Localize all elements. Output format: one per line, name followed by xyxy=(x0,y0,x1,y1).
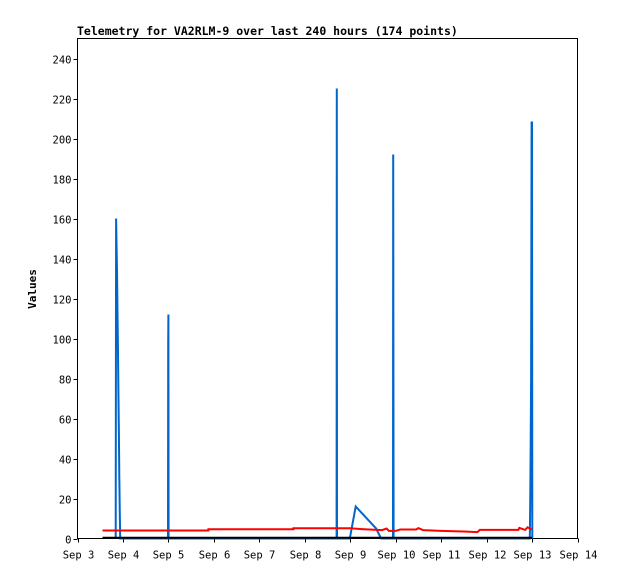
y-tick-label: 80 xyxy=(59,375,72,387)
x-tick-label: Sep 12 xyxy=(469,550,507,562)
y-tick-label: 0 xyxy=(65,535,71,547)
series-line-1 xyxy=(114,88,534,540)
x-tick-label: Sep 11 xyxy=(423,550,461,562)
plot-frame xyxy=(77,38,578,539)
x-tick-label: Sep 9 xyxy=(335,550,367,562)
chart-title: Telemetry for VA2RLM-9 over last 240 hou… xyxy=(77,24,458,38)
y-tick-label: 100 xyxy=(53,335,72,347)
x-tick-label: Sep 4 xyxy=(108,550,140,562)
y-tick-label: 220 xyxy=(53,95,72,107)
y-tick-label: 240 xyxy=(53,55,72,67)
y-tick-label: 40 xyxy=(59,455,72,467)
y-axis-label: Values xyxy=(26,269,39,309)
y-tick-label: 20 xyxy=(59,495,72,507)
x-tick-label: Sep 8 xyxy=(290,550,322,562)
x-tick-label: Sep 5 xyxy=(153,550,185,562)
x-tick-label: Sep 13 xyxy=(514,550,552,562)
x-axis: Sep 3 Sep 4 Sep 5 Sep 6 Sep 7 Sep 8 Sep 9 Sep 1… xyxy=(63,538,598,562)
y-tick-label: 180 xyxy=(53,175,72,187)
series-group xyxy=(102,88,534,540)
y-axis: 0 20 40 60 80 100 120 140 160 180 200 220 240 xyxy=(53,55,78,547)
y-tick-label: 160 xyxy=(53,215,72,227)
y-tick-label: 60 xyxy=(59,415,72,427)
y-tick-label: 140 xyxy=(53,255,72,267)
y-tick-label: 200 xyxy=(53,135,72,147)
x-tick-label: Sep 10 xyxy=(378,550,416,562)
x-tick-label: Sep 14 xyxy=(560,550,598,562)
y-tick-label: 120 xyxy=(53,295,72,307)
x-tick-label: Sep 6 xyxy=(199,550,231,562)
x-tick-label: Sep 3 xyxy=(63,550,95,562)
series-line-2 xyxy=(102,526,533,534)
x-tick-label: Sep 7 xyxy=(244,550,276,562)
